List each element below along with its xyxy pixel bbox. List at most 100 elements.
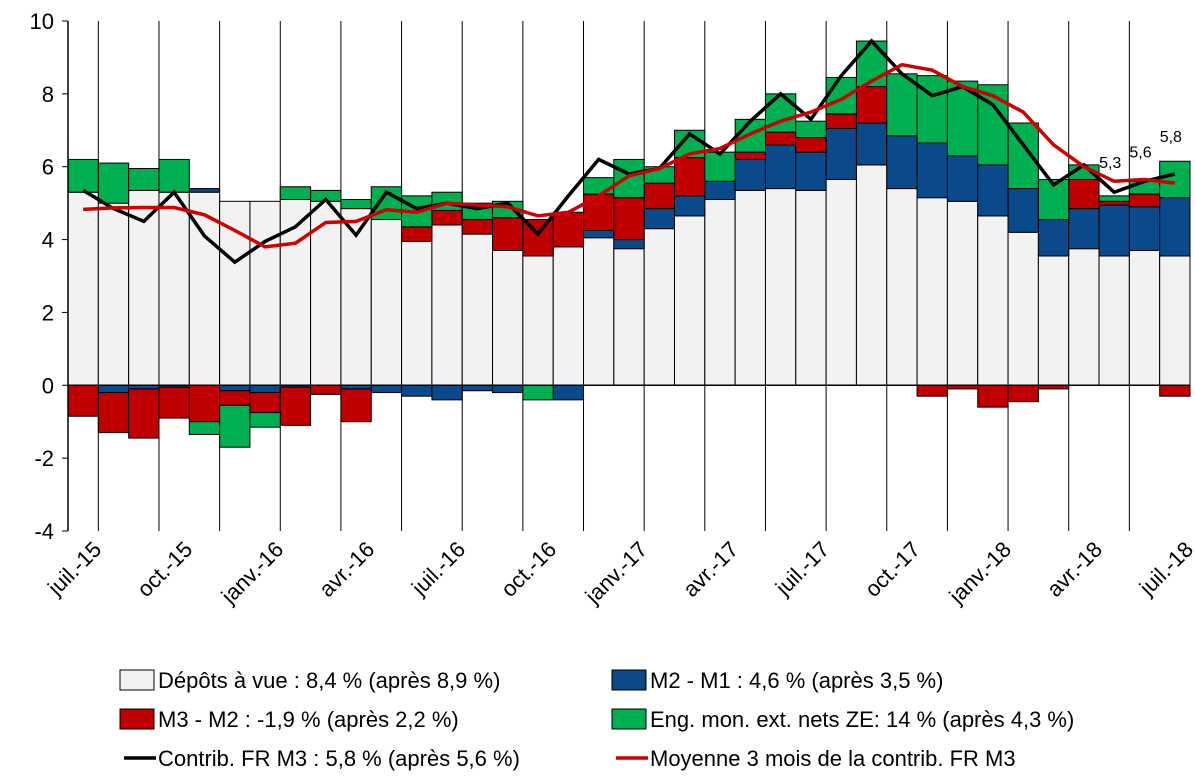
- bar: [704, 180, 736, 201]
- bar: [97, 162, 130, 204]
- bar: [613, 248, 645, 386]
- bar: [704, 199, 736, 386]
- bar: [886, 135, 918, 190]
- bar: [916, 384, 948, 397]
- bar: [522, 384, 554, 401]
- bar: [673, 215, 706, 386]
- bar: [340, 208, 372, 386]
- bar: [734, 151, 766, 160]
- bar: [249, 200, 281, 386]
- data-label: 5,3: [1099, 155, 1121, 172]
- legend-label: Contrib. FR M3 : 5,8 % (après 5,6 %): [158, 746, 520, 771]
- bar: [431, 384, 463, 401]
- bar: [734, 158, 766, 191]
- bar: [1007, 231, 1039, 386]
- bar: [67, 191, 99, 386]
- bar: [1007, 384, 1039, 403]
- bar: [583, 193, 615, 231]
- bar: [613, 197, 645, 241]
- x-tick-label: avr.-17: [678, 537, 743, 602]
- x-tick-label: oct.-17: [860, 537, 925, 602]
- x-tick-label: juil.-16: [406, 537, 470, 601]
- bar: [1037, 219, 1070, 257]
- bar: [643, 182, 675, 210]
- legend-label: Moyenne 3 mois de la contrib. FR M3: [650, 746, 1016, 771]
- bar: [552, 211, 585, 248]
- bar: [855, 122, 888, 166]
- bar: [188, 421, 221, 435]
- x-tick-label: oct.-15: [132, 537, 197, 602]
- legend-label: M2 - M1 : 4,6 % (après 3,5 %): [650, 668, 943, 693]
- bar: [1128, 250, 1161, 386]
- legend-swatch: [119, 669, 155, 691]
- bar: [1159, 197, 1191, 257]
- bar: [249, 392, 281, 414]
- bar: [764, 188, 797, 386]
- bar: [492, 217, 524, 251]
- bar: [431, 224, 463, 386]
- bar: [279, 186, 312, 200]
- bar: [764, 131, 797, 146]
- bar: [67, 384, 99, 417]
- bar: [401, 226, 433, 242]
- bar: [764, 144, 797, 190]
- bar: [1068, 178, 1100, 210]
- bar: [188, 384, 221, 423]
- bar: [249, 412, 281, 428]
- bar: [370, 219, 403, 386]
- bar: [583, 229, 615, 239]
- bar: [795, 120, 827, 139]
- x-tick-label: oct.-16: [496, 537, 561, 602]
- bar: [825, 113, 857, 129]
- legend-swatch: [611, 669, 647, 691]
- data-label: 5,8: [1160, 129, 1182, 146]
- bar: [1159, 160, 1191, 199]
- bar: [97, 384, 130, 394]
- x-tick-label: janv.-16: [216, 537, 289, 610]
- x-tick-label: juil.-17: [770, 537, 834, 601]
- bar: [1068, 208, 1100, 250]
- bar: [795, 189, 827, 386]
- bar: [97, 392, 130, 434]
- bar: [673, 157, 706, 197]
- bar: [946, 200, 979, 386]
- y-tick-label: 4: [42, 228, 54, 253]
- bar: [461, 384, 494, 392]
- bar: [643, 228, 675, 386]
- bar: [855, 164, 888, 386]
- bar: [1159, 384, 1191, 397]
- x-tick-label: avr.-18: [1042, 537, 1107, 602]
- bar: [431, 209, 463, 226]
- bar: [219, 384, 251, 392]
- legend-label: Eng. mon. ext. nets ZE: 14 % (après 4,3 …: [650, 707, 1074, 732]
- y-tick-label: 0: [42, 373, 54, 398]
- line: [83, 62, 1176, 249]
- bar: [158, 158, 190, 193]
- line: [82, 38, 1176, 265]
- bar: [734, 189, 766, 386]
- bar: [401, 240, 433, 386]
- legend-swatch: [611, 708, 647, 730]
- y-tick-label: -2: [34, 446, 54, 471]
- bar: [1098, 195, 1130, 202]
- bar: [370, 384, 403, 394]
- bar: [279, 386, 312, 426]
- bar: [825, 127, 857, 180]
- bar: [977, 215, 1009, 386]
- bar: [583, 177, 615, 195]
- legend-swatch: [119, 708, 155, 730]
- bar: [946, 155, 979, 202]
- bar: [613, 239, 645, 250]
- bar: [552, 246, 585, 386]
- bar: [310, 384, 342, 395]
- bar: [795, 151, 827, 191]
- bar: [128, 388, 160, 439]
- bar: [97, 202, 130, 386]
- bar: [1098, 200, 1130, 206]
- bar: [552, 384, 585, 401]
- x-tick-label: janv.-18: [944, 537, 1017, 610]
- bar: [188, 188, 221, 193]
- y-tick-label: 10: [30, 9, 54, 34]
- data-label: 5,6: [1129, 144, 1151, 161]
- y-tick-label: 2: [42, 300, 54, 325]
